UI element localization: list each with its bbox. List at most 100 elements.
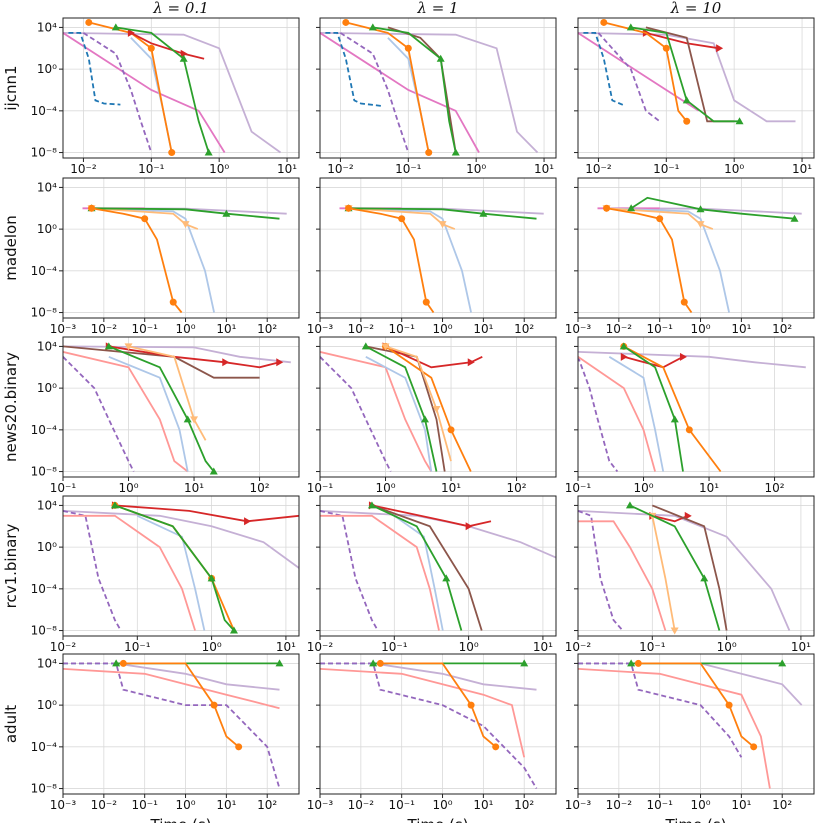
series-group bbox=[320, 18, 539, 157]
marker bbox=[110, 501, 119, 509]
series-line bbox=[325, 32, 382, 107]
series-group bbox=[320, 659, 538, 789]
x-tick-label: 10⁻² bbox=[585, 162, 612, 176]
y-tick-label: 10⁰ bbox=[37, 540, 57, 554]
series-group bbox=[63, 18, 282, 157]
x-tick-label: 10⁻² bbox=[327, 162, 354, 176]
x-tick-label: 10⁻¹ bbox=[50, 481, 77, 495]
series-line bbox=[115, 662, 280, 691]
marker bbox=[442, 574, 451, 582]
marker bbox=[662, 44, 670, 52]
marker bbox=[404, 44, 412, 52]
series-line bbox=[136, 514, 206, 631]
series-line bbox=[320, 510, 379, 631]
panel-frame bbox=[577, 653, 815, 795]
panel-frame bbox=[319, 336, 557, 478]
row-label: ijcnn1 bbox=[2, 65, 20, 110]
x-tick-label: 10⁰ bbox=[118, 481, 138, 495]
marker bbox=[342, 18, 350, 26]
marker bbox=[204, 148, 213, 156]
marker bbox=[244, 517, 252, 526]
panel: 10⁻¹ 10⁰ 10¹ 10² bbox=[307, 336, 557, 495]
marker bbox=[376, 659, 384, 667]
x-tick-label: 10⁰ bbox=[459, 640, 479, 654]
panel-frame bbox=[62, 17, 300, 159]
series-line bbox=[631, 662, 803, 706]
series-line bbox=[578, 356, 656, 472]
y-tick-label: 10⁻⁸ bbox=[31, 146, 58, 160]
marker bbox=[700, 574, 709, 582]
series-line bbox=[320, 662, 538, 789]
panel: 10⁻² 10⁻¹ 10⁰ 10¹ bbox=[307, 495, 557, 654]
marker bbox=[670, 415, 679, 423]
marker bbox=[603, 204, 611, 212]
series-group bbox=[578, 501, 791, 635]
series-line bbox=[114, 504, 235, 631]
x-tick-label: 10² bbox=[250, 481, 270, 495]
marker bbox=[127, 28, 135, 37]
marker bbox=[670, 627, 679, 635]
marker bbox=[679, 352, 687, 361]
y-tick-label: 10⁴ bbox=[37, 20, 57, 34]
series-line bbox=[91, 207, 199, 230]
x-tick-label: 10⁻³ bbox=[50, 798, 77, 812]
x-tick-label: 10⁻¹ bbox=[138, 162, 165, 176]
marker bbox=[85, 18, 93, 26]
y-tick-label: 10⁻⁸ bbox=[31, 465, 58, 479]
x-tick-label: 10² bbox=[765, 481, 785, 495]
series-line bbox=[629, 504, 721, 631]
marker bbox=[369, 659, 378, 667]
marker bbox=[735, 117, 744, 125]
y-tick-label: 10⁻⁴ bbox=[31, 582, 58, 596]
x-tick-label: 10⁻¹ bbox=[124, 640, 151, 654]
x-tick-label: 10⁰ bbox=[466, 162, 486, 176]
series-line bbox=[63, 345, 260, 379]
x-tick-label: 10² bbox=[257, 798, 277, 812]
series-line bbox=[606, 207, 714, 230]
marker bbox=[275, 659, 284, 667]
marker bbox=[682, 96, 691, 104]
marker bbox=[88, 204, 96, 212]
marker bbox=[119, 659, 127, 667]
series-line bbox=[371, 504, 483, 631]
x-tick-label: 10¹ bbox=[473, 798, 493, 812]
series-group bbox=[63, 659, 284, 789]
series-line bbox=[320, 668, 526, 758]
marker bbox=[345, 204, 353, 212]
marker bbox=[620, 352, 628, 361]
series-line bbox=[651, 504, 728, 631]
x-tick-label: 10¹ bbox=[216, 322, 236, 336]
x-tick-label: 10¹ bbox=[731, 322, 751, 336]
row-label: news20.binary bbox=[2, 352, 20, 462]
row-label: madelon bbox=[2, 215, 20, 280]
series-line bbox=[63, 514, 196, 631]
x-tick-label: 10⁻³ bbox=[307, 798, 334, 812]
series-line bbox=[63, 510, 299, 569]
marker bbox=[222, 358, 230, 367]
series-line bbox=[372, 26, 457, 153]
series-line bbox=[606, 207, 693, 314]
x-tick-label: 10⁰ bbox=[633, 481, 653, 495]
x-tick-label: 10¹ bbox=[699, 481, 719, 495]
x-tick-label: 10¹ bbox=[473, 322, 493, 336]
marker bbox=[619, 342, 628, 350]
series-line bbox=[63, 32, 226, 153]
panel: 10⁻¹ 10⁰ 10¹ 10² 10⁴ 10⁰ 10⁻⁴ 10⁻⁸ news20.binary bbox=[2, 336, 300, 495]
series-line bbox=[320, 32, 480, 153]
y-tick-label: 10⁻⁴ bbox=[31, 740, 58, 754]
marker bbox=[222, 209, 231, 217]
panel-frame bbox=[577, 17, 815, 159]
marker bbox=[111, 23, 120, 31]
x-tick-label: 10¹ bbox=[731, 798, 751, 812]
x-tick-label: 10¹ bbox=[792, 162, 812, 176]
x-tick-label: 10⁰ bbox=[717, 640, 737, 654]
marker bbox=[625, 501, 634, 509]
marker bbox=[680, 298, 688, 306]
panel-frame bbox=[62, 653, 300, 795]
x-axis-label: Time (s) bbox=[407, 816, 469, 823]
panel-frame bbox=[62, 177, 300, 319]
marker bbox=[790, 214, 799, 222]
marker bbox=[684, 511, 692, 520]
y-tick-label: 10⁴ bbox=[37, 339, 57, 353]
